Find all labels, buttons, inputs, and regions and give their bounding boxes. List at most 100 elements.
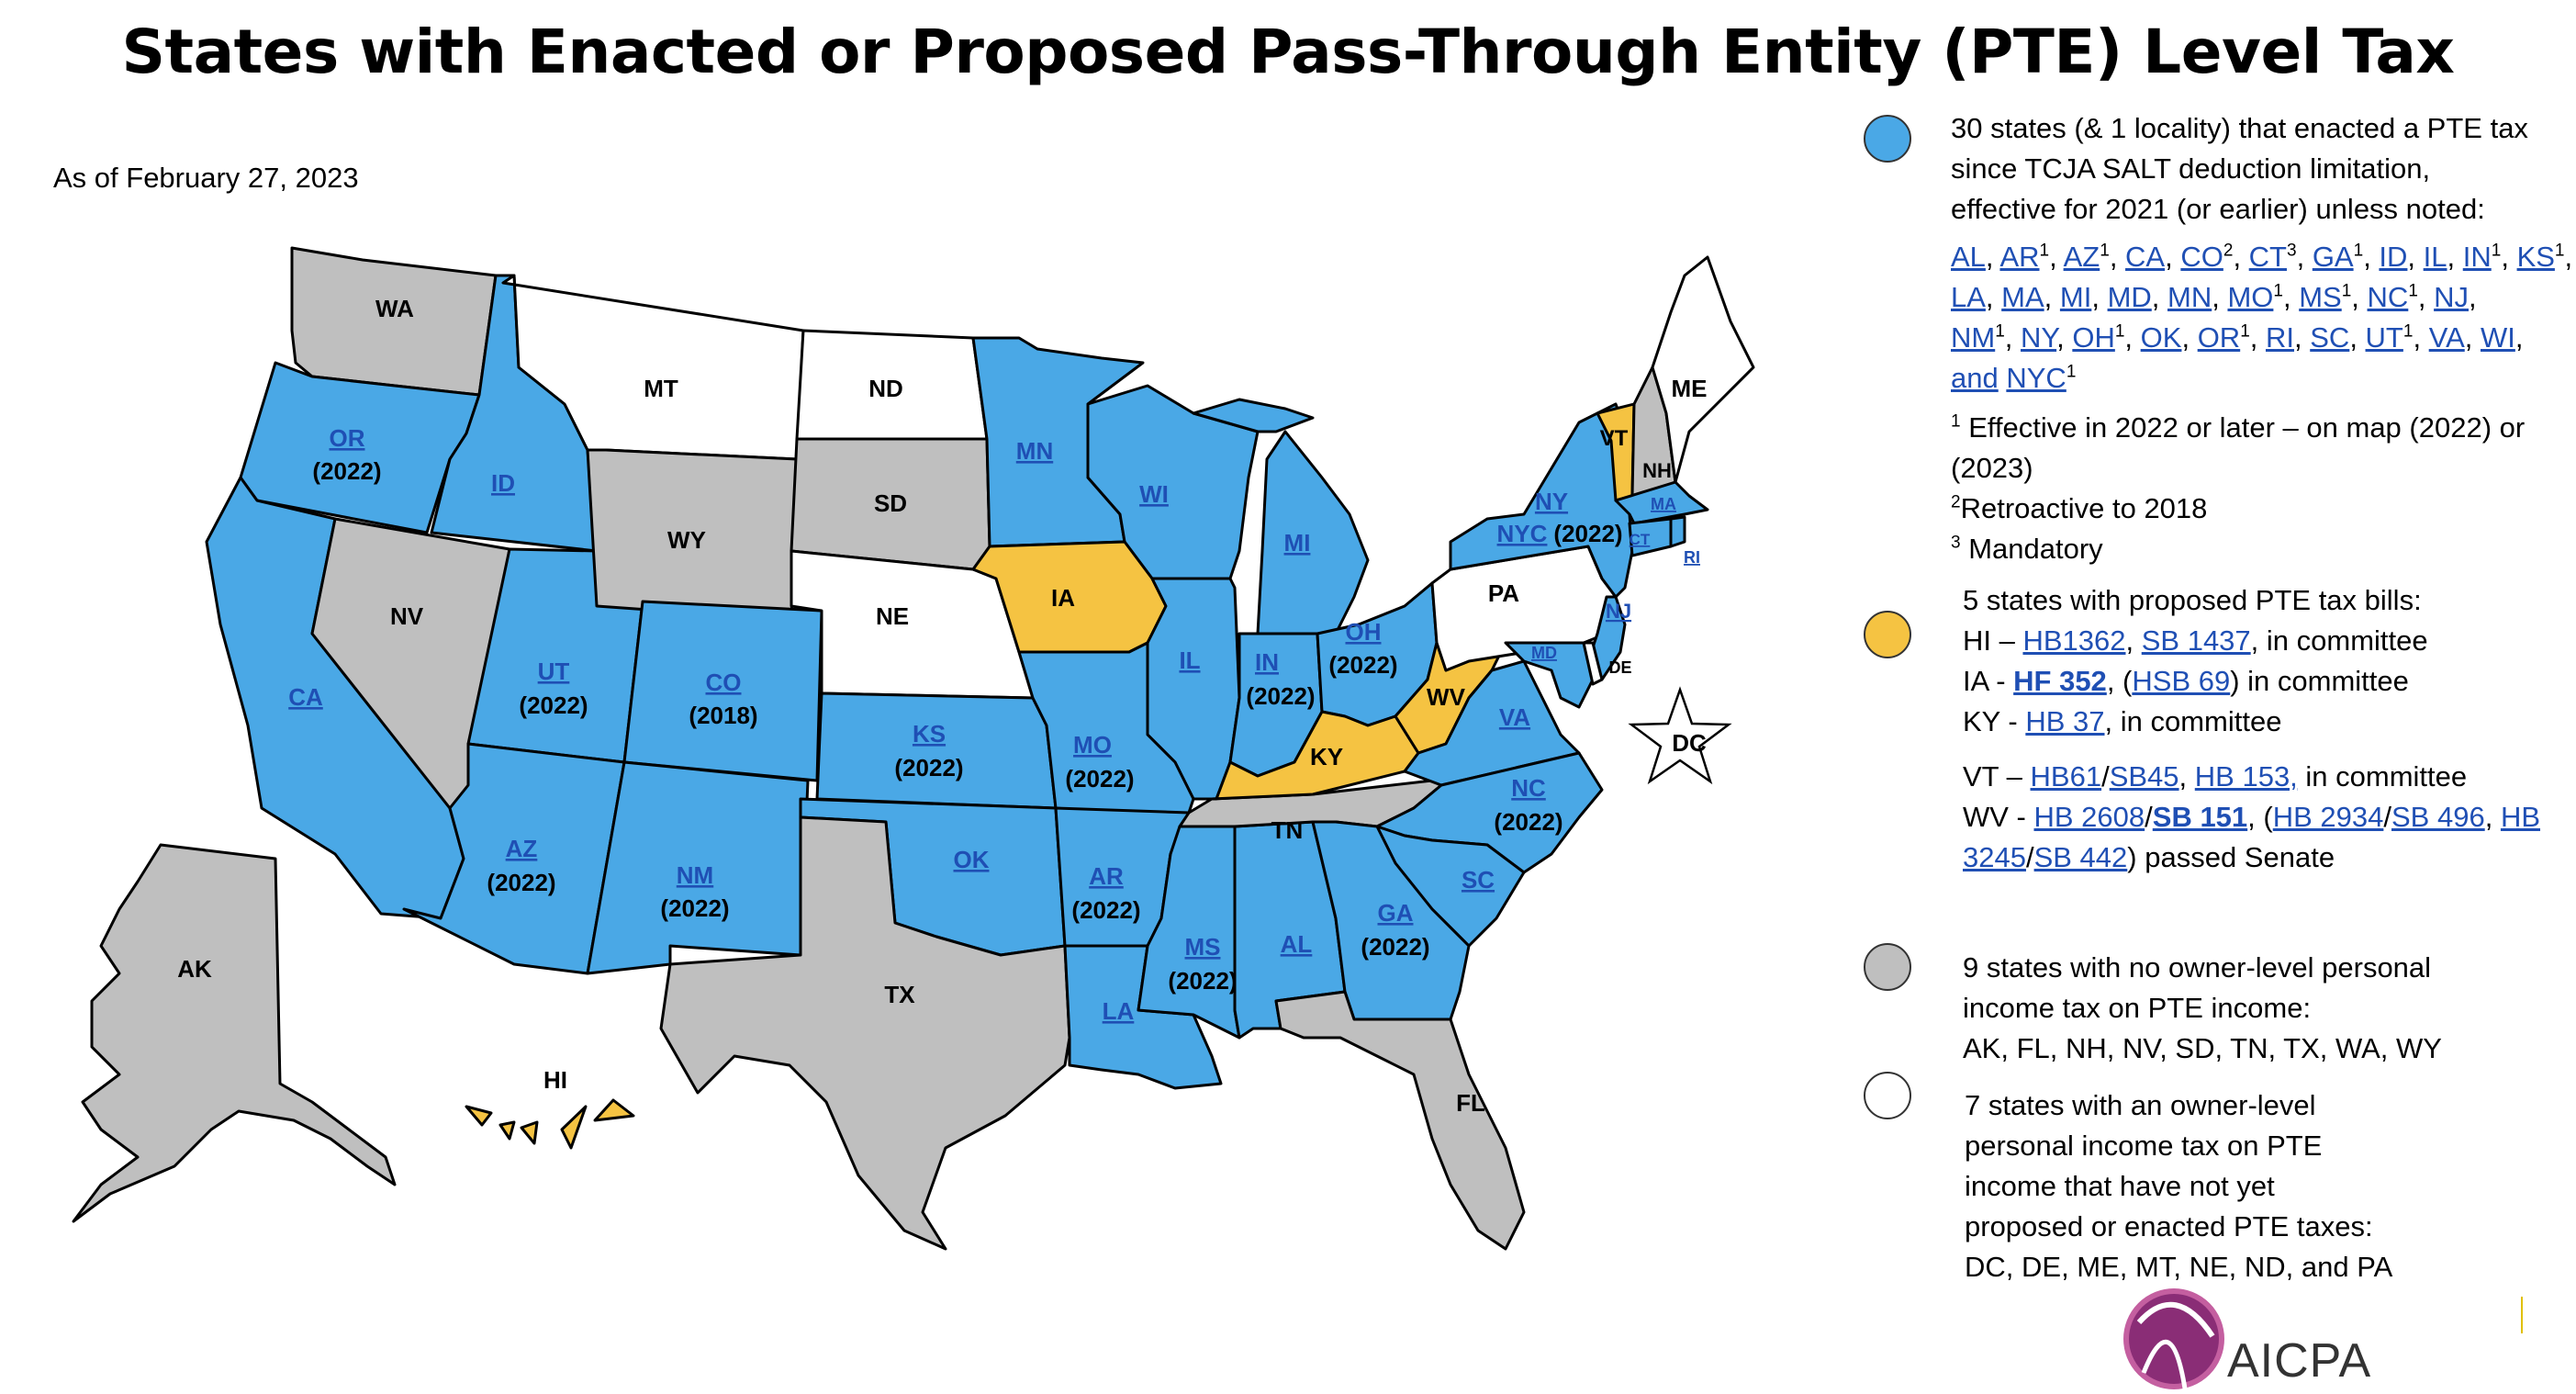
label-ut[interactable]: UT: [538, 658, 570, 685]
label-id[interactable]: ID: [491, 469, 515, 497]
link-il[interactable]: IL: [2423, 241, 2447, 273]
link-or[interactable]: OR: [2197, 321, 2241, 354]
state-mi[interactable]: [1192, 398, 1370, 635]
link-hf352[interactable]: HF 352: [2013, 665, 2107, 697]
state-ak[interactable]: [72, 843, 397, 1223]
legend-dot-not-yet: [1864, 1072, 1911, 1119]
year-ut: (2022): [519, 691, 588, 719]
label-va[interactable]: VA: [1499, 703, 1530, 731]
label-ok[interactable]: OK: [954, 846, 990, 873]
state-mo[interactable]: [1017, 641, 1195, 819]
label-nm[interactable]: NM: [677, 861, 713, 889]
dc-star[interactable]: [1628, 686, 1732, 785]
label-ga[interactable]: GA: [1378, 899, 1414, 927]
link-md[interactable]: MD: [2107, 281, 2152, 313]
label-in[interactable]: IN: [1255, 648, 1279, 676]
label-ri[interactable]: RI: [1684, 548, 1700, 567]
link-ut[interactable]: UT: [2365, 321, 2403, 354]
link-ny[interactable]: NY: [2021, 321, 2057, 354]
link-ca[interactable]: CA: [2125, 241, 2166, 273]
state-wi[interactable]: [1086, 384, 1260, 580]
aicpa-text: AICPA: [2227, 1334, 2372, 1388]
label-ky: KY: [1310, 743, 1343, 770]
link-ga[interactable]: GA: [2312, 241, 2354, 273]
label-or[interactable]: OR: [330, 424, 365, 452]
link-sb496[interactable]: SB 496: [2391, 801, 2485, 833]
label-nj[interactable]: NJ: [1606, 600, 1631, 623]
label-mi[interactable]: MI: [1284, 529, 1311, 556]
link-wi[interactable]: WI: [2480, 321, 2515, 354]
label-la[interactable]: LA: [1103, 997, 1135, 1025]
link-va[interactable]: VA: [2428, 321, 2465, 354]
link-mo[interactable]: MO: [2227, 281, 2274, 313]
label-oh[interactable]: OH: [1346, 618, 1382, 646]
state-fl[interactable]: [1274, 990, 1526, 1251]
link-nj[interactable]: NJ: [2434, 281, 2470, 313]
link-sb45[interactable]: SB45: [2109, 760, 2179, 793]
link-mn[interactable]: MN: [2167, 281, 2212, 313]
state-ma[interactable]: [1614, 480, 1709, 525]
link-nyc[interactable]: NYC: [2006, 362, 2066, 394]
state-nm[interactable]: [586, 760, 810, 975]
label-nc[interactable]: NC: [1511, 774, 1546, 802]
link-sb442[interactable]: SB 442: [2033, 841, 2128, 873]
state-hi[interactable]: [465, 1098, 635, 1150]
label-mn[interactable]: MN: [1016, 437, 1053, 465]
link-co[interactable]: CO: [2180, 241, 2223, 273]
state-ri[interactable]: [1669, 515, 1686, 548]
label-az[interactable]: AZ: [506, 835, 538, 862]
footnote-2: 2Retroactive to 2018: [1951, 492, 2208, 524]
link-in[interactable]: IN: [2462, 241, 2492, 273]
label-mo[interactable]: MO: [1073, 731, 1112, 759]
state-me[interactable]: [1651, 255, 1755, 484]
link-hb2608[interactable]: HB 2608: [2033, 801, 2145, 833]
label-ca[interactable]: CA: [288, 683, 323, 711]
state-de[interactable]: [1582, 641, 1604, 686]
link-hb2934[interactable]: HB 2934: [2272, 801, 2384, 833]
label-sc[interactable]: SC: [1462, 866, 1495, 894]
label-wi[interactable]: WI: [1139, 480, 1169, 508]
link-oh[interactable]: OH: [2072, 321, 2115, 354]
label-co[interactable]: CO: [706, 669, 742, 696]
link-hb61[interactable]: HB61: [2030, 760, 2102, 793]
label-ny[interactable]: NY: [1535, 488, 1568, 515]
state-ga[interactable]: [1311, 820, 1471, 1021]
link-hsb69[interactable]: HSB 69: [2132, 665, 2231, 697]
state-ks[interactable]: [815, 691, 1058, 810]
link-sb1437[interactable]: SB 1437: [2141, 624, 2251, 657]
link-nc[interactable]: NC: [2367, 281, 2409, 313]
link-sc[interactable]: SC: [2310, 321, 2350, 354]
link-ri[interactable]: RI: [2266, 321, 2294, 354]
link-ks[interactable]: KS: [2516, 241, 2555, 273]
link-ct[interactable]: CT: [2248, 241, 2287, 273]
link-sb151[interactable]: SB 151: [2152, 801, 2248, 833]
label-ar[interactable]: AR: [1089, 862, 1124, 890]
link-hb3245-a[interactable]: HB: [2500, 801, 2541, 833]
state-tx[interactable]: [659, 815, 1071, 1251]
label-md[interactable]: MD: [1531, 644, 1557, 662]
link-ms[interactable]: MS: [2299, 281, 2342, 313]
state-ky[interactable]: [1192, 710, 1420, 801]
link-hb1362[interactable]: HB1362: [2022, 624, 2126, 657]
label-ms[interactable]: MS: [1185, 933, 1221, 961]
label-ks[interactable]: KS: [913, 720, 946, 748]
year-az: (2022): [487, 869, 555, 896]
link-al[interactable]: AL: [1951, 241, 1986, 273]
label-al[interactable]: AL: [1281, 930, 1313, 958]
label-nyc[interactable]: NYC: [1497, 520, 1548, 547]
label-ma[interactable]: MA: [1651, 495, 1676, 513]
link-hb3245-b[interactable]: 3245: [1963, 841, 2026, 873]
link-nm[interactable]: NM: [1951, 321, 1996, 354]
state-va[interactable]: [1403, 659, 1581, 787]
link-ma[interactable]: MA: [2001, 281, 2044, 313]
link-ok[interactable]: OK: [2140, 321, 2182, 354]
link-id[interactable]: ID: [2379, 241, 2408, 273]
link-az[interactable]: AZ: [2063, 241, 2100, 273]
link-hb153[interactable]: HB 153,: [2194, 760, 2298, 793]
link-mi[interactable]: MI: [2059, 281, 2092, 313]
link-hb37[interactable]: HB 37: [2025, 705, 2105, 737]
link-ar[interactable]: AR: [1999, 241, 2040, 273]
link-la[interactable]: LA: [1951, 281, 1986, 313]
label-ct[interactable]: CT: [1630, 531, 1651, 548]
label-il[interactable]: IL: [1179, 646, 1200, 674]
